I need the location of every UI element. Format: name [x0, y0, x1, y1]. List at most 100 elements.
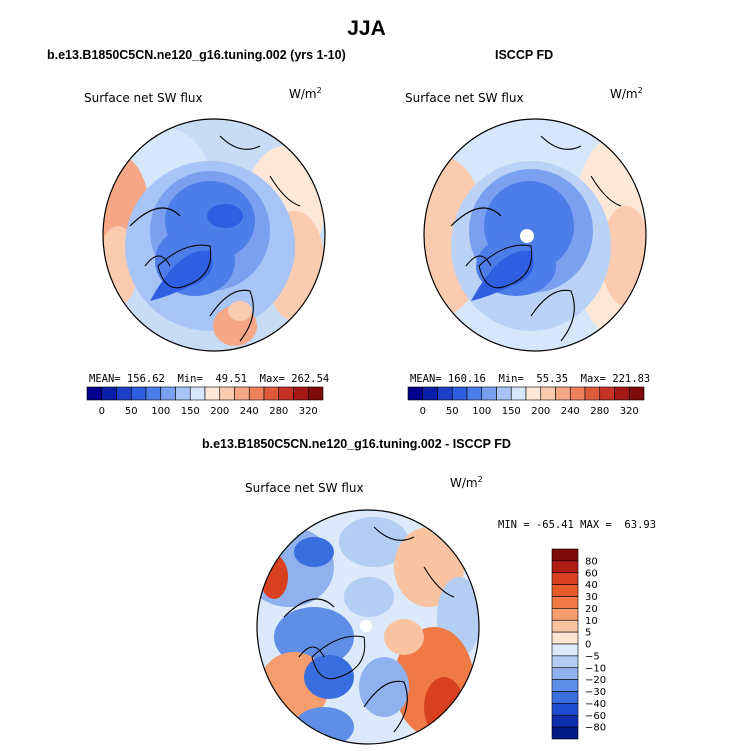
panel-3-colorbar-swatch	[551, 548, 579, 562]
panel-2-colorbar-swatch	[481, 386, 497, 401]
panel-2-colorbar-swatch	[525, 386, 542, 401]
panel-3-colorbar-swatch	[551, 655, 579, 669]
panel-1-variable: Surface net SW flux	[84, 91, 203, 105]
panel-2-field	[424, 119, 646, 351]
page-title: JJA	[347, 17, 386, 40]
panel-2-units: W/m2	[610, 86, 643, 101]
panel-3-colorbar-swatch	[551, 667, 579, 680]
panel-2-colorbar-swatch	[569, 386, 586, 401]
panel-3-colorbar-swatch	[551, 560, 579, 574]
panel-1-colorbar-swatch	[204, 386, 221, 401]
panel-1-colorbar-swatch	[189, 386, 206, 401]
panel-1-polar-map	[102, 118, 326, 352]
panel-1-colorbar-tick-label: 320	[299, 406, 318, 417]
panel-2-colorbar-tick-label: 100	[472, 406, 491, 417]
panel-3-units: W/m2	[450, 475, 483, 490]
panel-3-colorbar-swatch	[551, 572, 579, 585]
panel-2-polar-map	[423, 118, 647, 352]
panel-2-colorbar-swatch	[451, 386, 468, 401]
panel-1-field	[103, 119, 325, 351]
panel-1-colorbar-swatch	[248, 386, 265, 401]
panel-1-header: b.e13.B1850C5CN.ne120_g16.tuning.002 (yr…	[47, 48, 346, 62]
panel-1-colorbar-swatch	[263, 386, 280, 401]
panel-2-colorbar-swatch	[614, 386, 630, 401]
panel-2-colorbar-swatch	[599, 386, 615, 401]
panel-1-colorbar-tick-label: 200	[210, 406, 229, 417]
panel-3-header: b.e13.B1850C5CN.ne120_g16.tuning.002 - I…	[202, 437, 511, 451]
panel-2-colorbar-tick-label: 320	[620, 406, 639, 417]
panel-3-colorbar-tick-label: 80	[585, 556, 598, 567]
panel-2-stats: MEAN= 160.16 Min= 55.35 Max= 221.83	[410, 373, 651, 385]
panel-2-header: ISCCP FD	[495, 48, 554, 62]
panel-1-colorbar-swatch	[130, 386, 147, 401]
panel-3-colorbar-tick-label: 10	[585, 616, 598, 627]
panel-1-colorbar-swatch	[307, 386, 324, 401]
panel-1-colorbar-swatch	[86, 386, 103, 401]
panel-1-colorbar-swatch	[293, 386, 309, 401]
panel-1-units: W/m2	[289, 86, 322, 101]
panel-3-colorbar-tick-label: −10	[585, 663, 606, 674]
panel-2-colorbar-tick-label: 280	[590, 406, 609, 417]
panel-3-colorbar-swatch	[551, 691, 579, 704]
panel-3-colorbar-swatch	[551, 631, 579, 645]
panel-3-colorbar-tick-label: 30	[585, 592, 598, 603]
panel-2-colorbar-swatch	[496, 386, 512, 401]
panel-3-colorbar-swatch	[551, 679, 579, 692]
panel-2-colorbar-swatch	[437, 386, 453, 401]
panel-3-colorbar-tick-label: −20	[585, 675, 606, 686]
panel-2-colorbar-swatch	[422, 386, 438, 401]
panel-3-colorbar-swatch	[551, 714, 579, 728]
panel-3-colorbar-tick-label: 0	[585, 640, 591, 651]
panel-2-colorbar-swatch	[540, 386, 556, 401]
panel-1-colorbar-swatch	[145, 386, 162, 401]
panel-2-colorbar-swatch	[555, 386, 571, 401]
panel-1-colorbar-tick-label: 100	[151, 406, 170, 417]
panel-1-colorbar-tick-label: 240	[240, 406, 259, 417]
panel-2-colorbar-swatch	[628, 386, 645, 401]
panel-3-colorbar-tick-label: 20	[585, 604, 598, 615]
panel-1-colorbar-tick-label: 280	[269, 406, 288, 417]
panel-1-colorbar-tick-label: 150	[181, 406, 200, 417]
panel-2-colorbar-swatch	[510, 386, 527, 401]
panel-1-colorbar-tick-label: 50	[125, 406, 138, 417]
panel-3-colorbar-tick-label: 5	[585, 628, 591, 639]
panel-3-colorbar-tick-label: −60	[585, 711, 606, 722]
panel-2-colorbar-swatch	[584, 386, 601, 401]
panel-3-colorbar-swatch	[551, 608, 579, 621]
panel-3-colorbar-swatch	[551, 726, 579, 740]
panel-3-colorbar-swatch	[551, 643, 579, 657]
panel-3-colorbar-tick-label: −40	[585, 699, 606, 710]
panel-3-polar-map	[256, 509, 480, 745]
panel-2-colorbar: 0 50 100 150 200 240 280 320	[407, 386, 645, 417]
panel-3-colorbar-tick-label: −80	[585, 723, 606, 734]
panel-3-field	[257, 510, 479, 744]
panel-2-variable: Surface net SW flux	[405, 91, 524, 105]
panel-1-colorbar-swatch	[175, 386, 191, 401]
panel-1-colorbar-swatch	[234, 386, 250, 401]
panel-3-colorbar-swatch	[551, 703, 579, 716]
panel-1-colorbar: 0 50 100 150 200 240 280 320	[86, 386, 324, 417]
panel-1-colorbar-swatch	[160, 386, 176, 401]
panel-3-stats: MIN = -65.41 MAX = 63.93	[498, 519, 657, 531]
panel-3-colorbar-tick-label: 60	[585, 568, 598, 579]
panel-3-variable: Surface net SW flux	[245, 481, 364, 495]
panel-1-colorbar-swatch	[116, 386, 132, 401]
panel-3-colorbar-swatch	[551, 596, 579, 609]
panel-2-colorbar-tick-label: 240	[561, 406, 580, 417]
panel-2-colorbar-swatch	[466, 386, 483, 401]
panel-2-colorbar-tick-label: 50	[446, 406, 459, 417]
panel-2-colorbar-swatch	[407, 386, 424, 401]
panel-3-colorbar-swatch	[551, 619, 579, 633]
panel-3-colorbar-tick-label: −5	[585, 651, 600, 662]
panel-1-colorbar-swatch	[219, 386, 235, 401]
panel-1-colorbar-tick-label: 0	[99, 406, 105, 417]
panel-1-colorbar-swatch	[101, 386, 117, 401]
panel-1-stats: MEAN= 156.62 Min= 49.51 Max= 262.54	[89, 373, 330, 385]
panel-2-colorbar-tick-label: 200	[531, 406, 550, 417]
panel-3-colorbar-tick-label: −30	[585, 687, 606, 698]
panel-3-colorbar-tick-label: 40	[585, 580, 598, 591]
panel-2-colorbar-tick-label: 150	[502, 406, 521, 417]
panel-1-colorbar-swatch	[278, 386, 294, 401]
